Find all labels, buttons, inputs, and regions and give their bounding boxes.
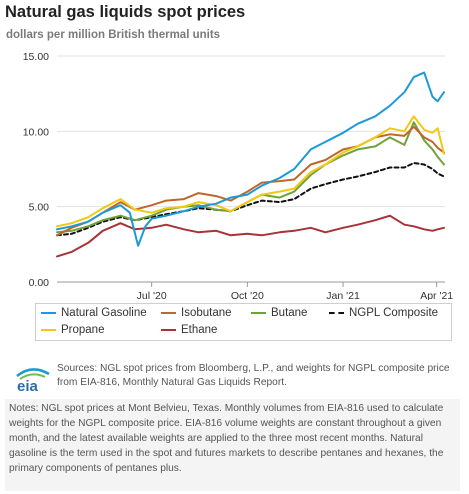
x-tick-label: Oct '20	[231, 290, 264, 300]
legend-swatch	[161, 329, 176, 331]
grid-lines	[57, 55, 445, 283]
sources-text: Sources: NGL spot prices from Bloomberg,…	[57, 363, 450, 388]
legend-item-isobutane: Isobutane	[161, 307, 232, 319]
series-lines	[56, 71, 445, 258]
chart-legend: Natural Gasoline Isobutane Butane NGPL Comp…	[35, 303, 452, 341]
legend-label: Isobutane	[181, 307, 232, 319]
y-tick-label: 10.00	[23, 126, 49, 138]
legend-swatch	[251, 312, 266, 314]
legend-item-ngpl-composite: NGPL Composite	[329, 307, 438, 319]
x-tick-label: Jan '21	[326, 290, 360, 300]
y-tick-label: 5.00	[29, 202, 50, 214]
x-axis-ticks: Jul '20 Oct '20 Jan '21 Apr '21	[137, 282, 453, 300]
y-axis-ticks: 0.00 5.00 10.00 15.00	[23, 51, 49, 289]
legend-item-ethane: Ethane	[161, 324, 217, 336]
line-chart: 0.00 5.00 10.00 15.00 Jul '20 Oct '20 Jan '21…	[23, 51, 454, 300]
legend-item-natural-gasoline: Natural Gasoline	[41, 307, 147, 319]
notes-text: Notes: NGL spot prices at Mont Belvieu, …	[5, 399, 460, 491]
legend-label: Natural Gasoline	[61, 307, 147, 319]
x-tick-label: Jul '20	[137, 290, 167, 300]
legend-label: Ethane	[181, 324, 218, 336]
logo-text: eia	[17, 378, 39, 394]
y-tick-label: 0.00	[29, 277, 50, 289]
series-line-natural-gasoline	[56, 71, 445, 247]
legend-swatch	[161, 312, 176, 314]
y-tick-label: 15.00	[23, 51, 49, 63]
legend-label: Butane	[271, 307, 308, 319]
series-line-ethane	[56, 214, 445, 258]
series-line-butane	[56, 121, 445, 234]
chart-title: Natural gas liquids spot prices	[5, 3, 246, 21]
legend-item-butane: Butane	[251, 307, 307, 319]
eia-logo: eia	[16, 368, 50, 394]
series-line-propane	[56, 115, 445, 228]
legend-swatch	[41, 329, 56, 331]
legend-swatch	[41, 312, 56, 314]
x-tick-label: Apr '21	[420, 290, 453, 300]
chart-subtitle: dollars per million British thermal unit…	[6, 29, 221, 41]
legend-label: Propane	[61, 324, 105, 336]
legend-label: NGPL Composite	[349, 307, 439, 319]
legend-item-propane: Propane	[41, 324, 104, 336]
legend-swatch	[329, 312, 344, 314]
